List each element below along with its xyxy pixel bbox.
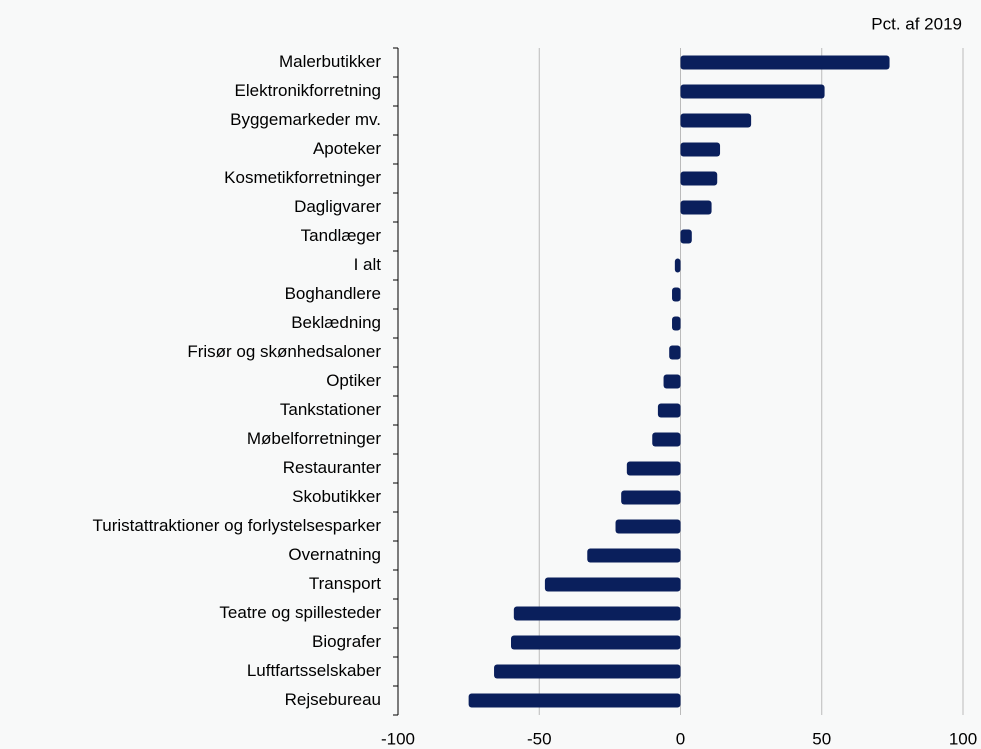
bar (663, 374, 681, 389)
bar (626, 461, 681, 476)
y-tick-label: Restauranter (283, 458, 382, 477)
y-tick-label: Biografer (312, 632, 381, 651)
y-tick-label: Tandlæger (301, 226, 382, 245)
bar (680, 55, 890, 70)
y-tick-label: Turistattraktioner og forlystelsesparker (93, 516, 382, 535)
y-tick-label: Overnatning (288, 545, 381, 564)
y-tick-label: Beklædning (291, 313, 381, 332)
bar (680, 142, 721, 157)
x-tick-label: 100 (949, 729, 977, 748)
bar (669, 345, 681, 360)
y-tick-label: Optiker (326, 371, 381, 390)
bar (513, 606, 681, 621)
bar (672, 287, 681, 302)
x-tick-label: -100 (381, 729, 415, 748)
y-tick-label: Apoteker (313, 139, 381, 158)
bar (621, 490, 681, 505)
y-tick-label: Rejsebureau (285, 690, 381, 709)
bar (674, 258, 681, 273)
bar (680, 229, 692, 244)
bar (657, 403, 681, 418)
x-tick-label: -50 (527, 729, 552, 748)
y-tick-label: Kosmetikforretninger (224, 168, 381, 187)
bar (672, 316, 681, 331)
y-tick-label: Luftfartsselskaber (247, 661, 382, 680)
bar (587, 548, 681, 563)
y-tick-label: Boghandlere (285, 284, 381, 303)
y-tick-label: Dagligvarer (294, 197, 381, 216)
x-tick-label: 0 (676, 729, 685, 748)
x-tick-label: 50 (812, 729, 831, 748)
unit-label: Pct. af 2019 (871, 14, 962, 33)
bar (680, 200, 712, 215)
y-tick-label: I alt (354, 255, 382, 274)
bar (544, 577, 681, 592)
y-tick-label: Møbelforretninger (247, 429, 382, 448)
bar (468, 693, 681, 708)
bar (680, 113, 752, 128)
y-tick-label: Frisør og skønhedsaloner (187, 342, 381, 361)
bar (511, 635, 681, 650)
y-tick-label: Skobutikker (292, 487, 381, 506)
bar (494, 664, 681, 679)
bar (680, 171, 718, 186)
y-tick-label: Teatre og spillesteder (219, 603, 381, 622)
bar (615, 519, 681, 534)
y-tick-label: Malerbutikker (279, 52, 381, 71)
y-tick-label: Byggemarkeder mv. (230, 110, 381, 129)
y-tick-label: Transport (309, 574, 381, 593)
y-tick-label: Elektronikforretning (235, 81, 381, 100)
bar (680, 84, 825, 99)
bar (652, 432, 681, 447)
y-tick-label: Tankstationer (280, 400, 381, 419)
